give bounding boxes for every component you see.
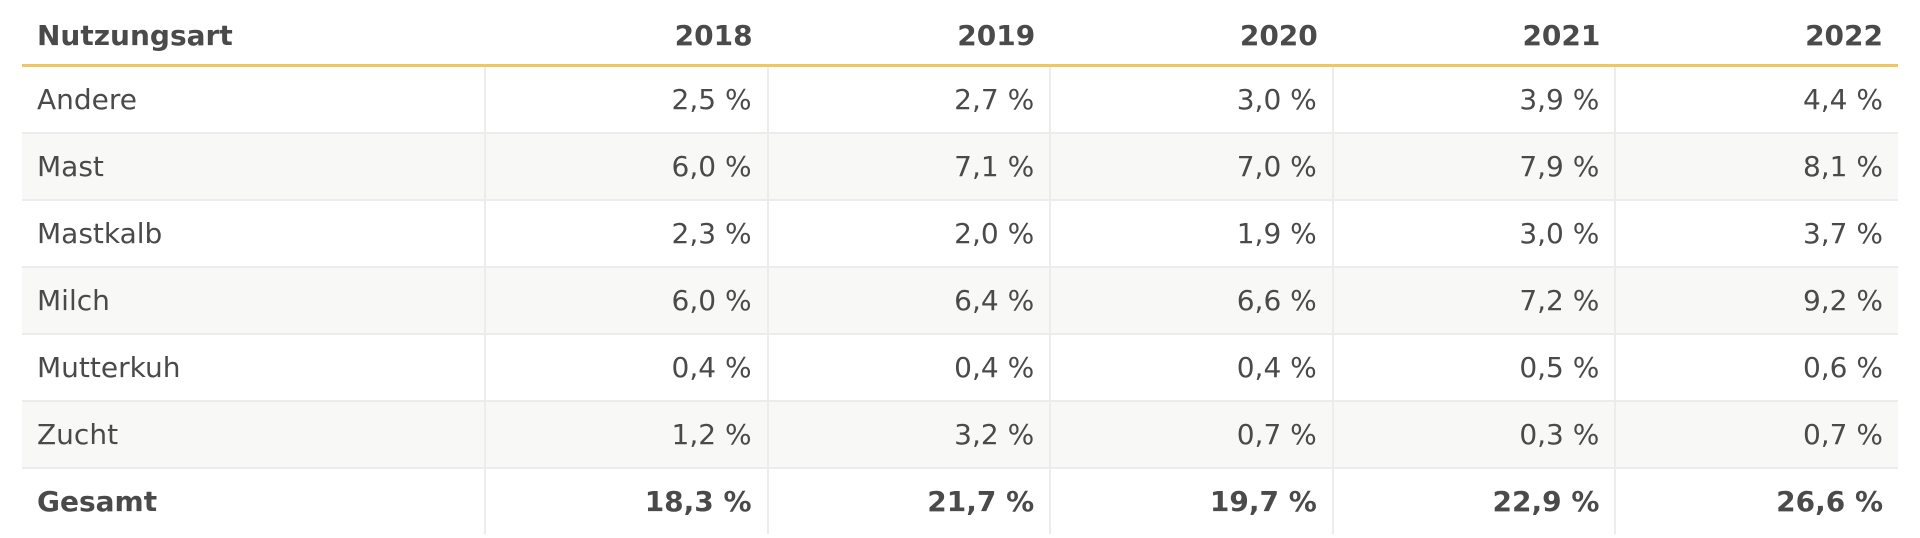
table-cell: 9,2 % (1614, 267, 1898, 335)
table-cell: 6,0 % (484, 133, 768, 201)
table-cell: 7,0 % (1049, 133, 1333, 201)
column-header-nutzungsart: Nutzungsart (22, 6, 485, 67)
header-row: Nutzungsart 2018 2019 2020 2021 2022 (22, 6, 1898, 67)
table-cell: 6,0 % (484, 267, 768, 335)
usage-type-table: Nutzungsart 2018 2019 2020 2021 2022 And… (22, 6, 1898, 534)
row-label: Zucht (22, 401, 485, 469)
table-cell: 6,6 % (1049, 267, 1333, 335)
table-cell: 8,1 % (1614, 133, 1898, 201)
total-cell: 22,9 % (1331, 468, 1616, 534)
table-row: Mastkalb 2,3 % 2,0 % 1,9 % 3,0 % 3,7 % (22, 200, 1898, 268)
table-cell: 3,7 % (1614, 200, 1898, 268)
table-cell: 7,9 % (1331, 133, 1616, 201)
table-cell: 2,5 % (484, 65, 768, 134)
row-label: Mastkalb (22, 200, 485, 268)
table-cell: 2,7 % (766, 65, 1051, 134)
table-cell: 2,0 % (766, 200, 1051, 268)
column-header-2018: 2018 (485, 6, 768, 67)
table-row: Zucht 1,2 % 3,2 % 0,7 % 0,3 % 0,7 % (22, 401, 1898, 469)
row-label: Mast (22, 133, 485, 201)
total-cell: 21,7 % (766, 468, 1051, 534)
table-row: Mast 6,0 % 7,1 % 7,0 % 7,9 % 8,1 % (22, 133, 1898, 201)
row-label: Milch (22, 267, 485, 335)
table-cell: 0,7 % (1614, 401, 1898, 469)
table-row: Milch 6,0 % 6,4 % 6,6 % 7,2 % 9,2 % (22, 267, 1898, 335)
table-cell: 0,6 % (1614, 334, 1898, 402)
total-cell: 26,6 % (1614, 468, 1898, 534)
table-cell: 6,4 % (766, 267, 1051, 335)
table-cell: 4,4 % (1614, 65, 1898, 134)
table-row: Andere 2,5 % 2,7 % 3,0 % 3,9 % 4,4 % (22, 65, 1898, 134)
table-cell: 7,2 % (1331, 267, 1616, 335)
table-cell: 0,3 % (1331, 401, 1616, 469)
table-cell: 7,1 % (766, 133, 1051, 201)
table-cell: 3,0 % (1049, 65, 1333, 134)
table-cell: 3,0 % (1331, 200, 1616, 268)
column-header-2021: 2021 (1332, 6, 1616, 67)
table-cell: 0,4 % (766, 334, 1051, 402)
table-row: Mutterkuh 0,4 % 0,4 % 0,4 % 0,5 % 0,6 % (22, 334, 1898, 402)
table-cell: 1,2 % (484, 401, 768, 469)
row-label: Andere (22, 65, 485, 134)
table-cell: 2,3 % (484, 200, 768, 268)
total-cell: 19,7 % (1049, 468, 1333, 534)
table-cell: 1,9 % (1049, 200, 1333, 268)
table-cell: 3,2 % (766, 401, 1051, 469)
total-row: Gesamt 18,3 % 21,7 % 19,7 % 22,9 % 26,6 … (22, 468, 1898, 534)
total-label: Gesamt (37, 485, 158, 518)
table-cell: 0,4 % (484, 334, 768, 402)
column-header-2020: 2020 (1050, 6, 1333, 67)
table-cell: 3,9 % (1331, 65, 1616, 134)
table-cell: 0,7 % (1049, 401, 1333, 469)
table-cell: 0,5 % (1331, 334, 1616, 402)
row-label: Mutterkuh (22, 334, 485, 402)
column-header-2022: 2022 (1615, 6, 1898, 67)
table-body: Andere 2,5 % 2,7 % 3,0 % 3,9 % 4,4 % Mas… (22, 65, 1898, 534)
column-header-2019: 2019 (767, 6, 1051, 67)
data-table-container: Nutzungsart 2018 2019 2020 2021 2022 And… (22, 6, 1898, 534)
table-header: Nutzungsart 2018 2019 2020 2021 2022 (22, 6, 1898, 67)
total-cell: 18,3 % (484, 468, 768, 534)
table-cell: 0,4 % (1049, 334, 1333, 402)
